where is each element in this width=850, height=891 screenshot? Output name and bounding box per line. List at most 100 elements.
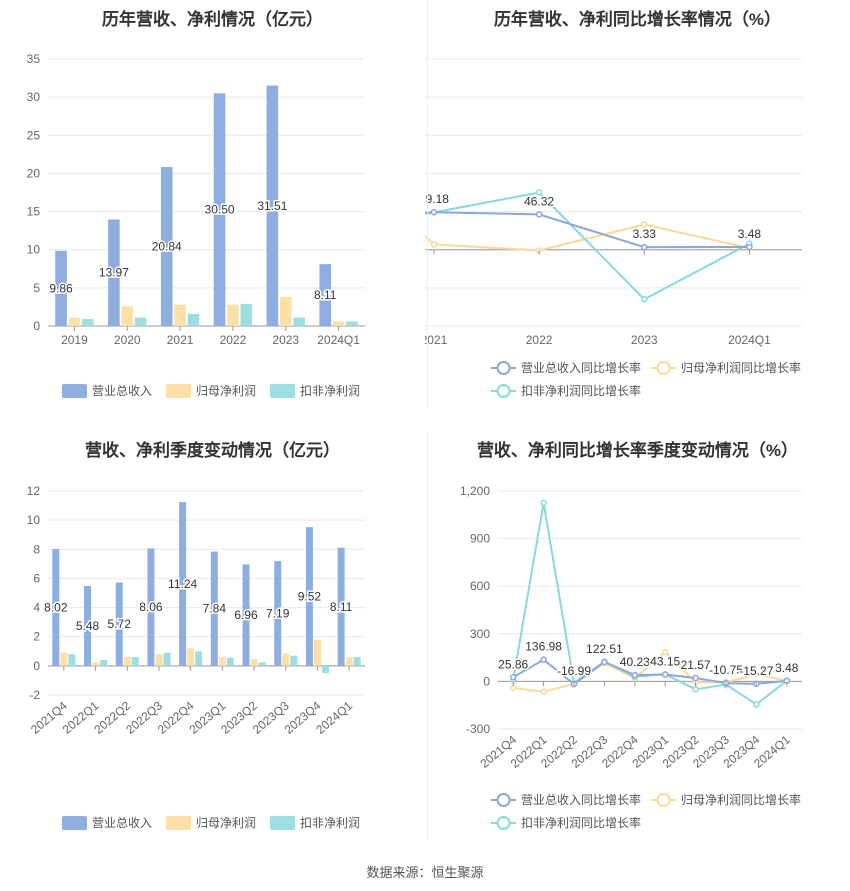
- quarter-line-panel: 营收、净利同比增长率季度变动情况（%） -300 0 300 600 900 1,200 2…: [425, 428, 850, 848]
- bar: [353, 657, 361, 666]
- legend-label: 营业总收入: [92, 816, 152, 830]
- x-tick-label: 2024Q1: [317, 333, 360, 347]
- series-line: [425, 223, 750, 252]
- bar: [213, 93, 226, 326]
- bar: [282, 653, 290, 666]
- bar: [147, 548, 155, 666]
- data-label: 7.19: [266, 606, 290, 620]
- data-label: -16.99: [557, 664, 591, 678]
- data-label: 11.24: [168, 577, 197, 591]
- data-point: [509, 674, 517, 681]
- data-label: 21.57: [681, 658, 711, 672]
- data-point: [540, 499, 547, 507]
- bar: [121, 306, 134, 326]
- data-point: [661, 671, 669, 678]
- y-tick-label: 0: [33, 319, 40, 333]
- bar: [187, 648, 195, 666]
- y-tick-label: 2: [33, 630, 40, 644]
- y-tick-label: 8: [33, 542, 40, 556]
- legend-marker: [496, 361, 511, 375]
- series-line: [425, 191, 750, 301]
- y-tick-label: 12: [27, 484, 41, 498]
- data-label: -10.75: [709, 663, 743, 677]
- legend-label: 归母净利润同比增长率: [681, 360, 801, 375]
- legend-label: 营业总收入同比增长率: [521, 792, 641, 807]
- bar: [134, 317, 147, 326]
- quarter-bar-panel: 营收、净利季度变动情况（亿元） -2 0 2 4 6 8 10 12 8.02 5.48 5.72 8…: [0, 428, 425, 848]
- bar: [179, 502, 187, 666]
- bar: [293, 317, 305, 326]
- series-line: [513, 650, 788, 693]
- bar: [321, 665, 329, 674]
- bar: [68, 317, 81, 326]
- annual-line-panel: 历年营收、净利同比增长率情况（%） -100-50050100150200250…: [425, 0, 850, 410]
- annual-bar-chart: 0 5 10 15 20 25 30 35 9.86 13.97 20.84 30.50 31.51 8.…: [27, 52, 365, 398]
- data-label: 3.48: [738, 227, 762, 241]
- data-label: 46.32: [524, 194, 554, 208]
- bar: [345, 657, 353, 666]
- legend-swatch: [270, 384, 295, 398]
- data-source: 数据来源：恒生聚源: [366, 865, 484, 880]
- data-point: [692, 674, 699, 682]
- bar: [92, 662, 100, 666]
- x-tick-label: 2023: [631, 333, 658, 347]
- y-tick-label: 10: [27, 243, 41, 257]
- legend-marker: [496, 816, 511, 830]
- legend-marker: [656, 361, 671, 375]
- legend-marker: [496, 384, 511, 398]
- x-tick-label: 2022: [220, 333, 247, 347]
- bar: [55, 250, 67, 326]
- bar: [227, 304, 239, 326]
- bar: [226, 657, 234, 666]
- data-point: [641, 243, 648, 251]
- x-tick-label: 2021: [425, 333, 448, 347]
- data-label: 31.51: [257, 199, 287, 213]
- chart-title: 营收、净利同比增长率季度变动情况（%）: [476, 441, 799, 460]
- data-point: [753, 671, 760, 678]
- x-tick-label: 2020: [114, 333, 141, 347]
- legend-swatch: [270, 816, 295, 830]
- data-point: [535, 211, 543, 218]
- y-tick-label: 1,200: [460, 484, 490, 498]
- bar: [240, 303, 253, 326]
- legend-label: 扣非净利润同比增长率: [521, 383, 641, 398]
- data-label: 136.98: [525, 640, 562, 654]
- y-tick-label: 4: [33, 601, 40, 615]
- x-tick-label: 2022: [526, 333, 553, 347]
- data-point: [641, 296, 648, 303]
- bar: [163, 652, 171, 666]
- y-tick-label: 30: [27, 90, 41, 104]
- series-line: [425, 211, 750, 249]
- data-point: [753, 701, 760, 708]
- data-point: [641, 221, 648, 228]
- y-tick-label: 300: [470, 627, 490, 641]
- bar: [155, 654, 163, 666]
- legend-label: 扣非净利润: [300, 816, 360, 830]
- data-point: [631, 671, 639, 679]
- data-label: 8.11: [314, 288, 337, 302]
- y-tick-label: 5: [33, 281, 40, 295]
- x-tick-label: 2024Q1: [313, 698, 355, 736]
- y-tick-label: 6: [33, 571, 40, 585]
- data-label: 6.96: [234, 608, 258, 622]
- y-tick-label: 600: [470, 579, 490, 593]
- bar: [319, 264, 332, 326]
- legend-label: 营业总收入: [92, 384, 152, 398]
- chart-title: 营收、净利季度变动情况（亿元）: [85, 441, 340, 460]
- legend-swatch: [166, 816, 191, 830]
- y-tick-label: -300: [466, 722, 490, 736]
- bar: [290, 655, 298, 666]
- y-tick-label: 10: [27, 513, 41, 527]
- bar: [279, 297, 292, 326]
- data-label: 8.11: [330, 600, 353, 614]
- data-point: [746, 243, 753, 251]
- data-label: 7.84: [203, 602, 227, 616]
- quarter-line-chart: -300 0 300 600 900 1,200 25.86 136.98 -16.99 122.…: [460, 484, 802, 830]
- x-tick-label: 2021: [167, 333, 194, 347]
- data-label: 5.48: [76, 619, 100, 633]
- y-tick-label: 25: [27, 128, 41, 142]
- data-label: 49.18: [425, 192, 449, 206]
- bar: [332, 321, 345, 326]
- legend-label: 扣非净利润: [300, 384, 360, 398]
- legend-swatch: [62, 384, 87, 398]
